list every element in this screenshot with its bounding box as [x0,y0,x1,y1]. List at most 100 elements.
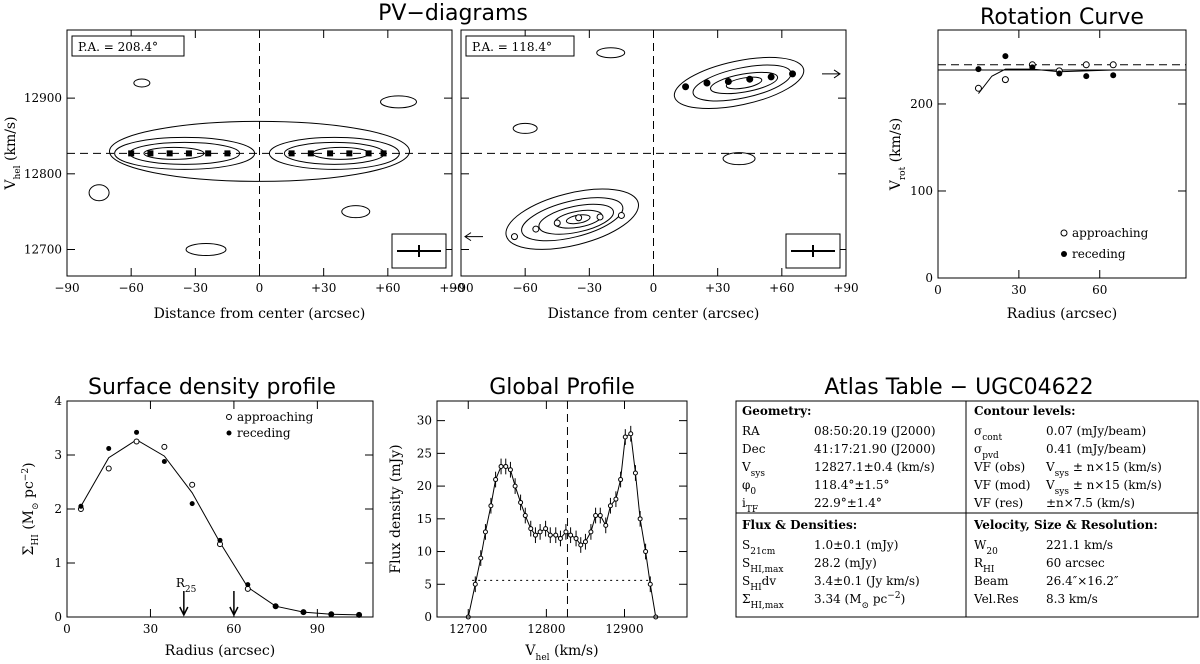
atlas-geometry-key: Vsys [741,460,765,479]
flux-point [593,513,599,519]
approaching-point [133,438,140,445]
text-span: −2 [887,591,900,601]
global-profile-title: Global Profile [489,375,635,400]
text-span: 3.4±0.1 (Jy km/s) [814,574,920,588]
legend-approaching: approaching [1072,226,1149,240]
flux-point [543,526,549,532]
text-span: φ [742,478,750,492]
text-span: VF (mod) [973,478,1030,492]
flux-point [482,529,488,535]
text-span: HI [983,565,995,575]
text-span: 3.34 (M [814,592,862,606]
receding-point [1029,64,1036,71]
flux-point [573,535,579,541]
text-span: 28.2 (mJy) [814,556,877,570]
approaching-point [105,465,112,472]
x-tick-label: 0 [256,281,264,295]
atlas-contours-value: 0.41 (mJy/beam) [1046,442,1146,456]
x-tick-label: 30 [143,622,158,636]
rotation-chart: 0 30 60 0 100 200 approaching receding Radius (a… [888,30,1186,322]
sd-ylabel: ΣHI (M⊙ pc−2) [21,462,41,555]
y-tick-label: 4 [54,394,62,408]
y-tick-label: 12800 [24,167,62,181]
receding-point [106,446,112,452]
text-span: Σ [21,546,37,556]
atlas-flux-key: SHI,max [742,556,783,575]
atlas-velocity-key: Vel.Res [973,592,1019,606]
rotation-curve [978,68,1114,94]
y-tick-label: 100 [910,184,933,198]
arrow-left-icon [464,232,483,242]
approaching-point [1109,61,1117,69]
pv-point [147,150,154,157]
atlas-flux-value: 3.4±0.1 (Jy km/s) [814,574,920,588]
r25-label: R25 [176,576,197,595]
text-span: 0.07 (mJy/beam) [1046,424,1146,438]
atlas-velocity-heading: Velocity, Size & Resolution: [973,518,1158,532]
flux-point [512,483,518,489]
atlas-flux-key: S21cm [742,538,776,557]
pa-label-box [71,35,185,57]
x-tick-label: 0 [934,283,942,297]
contour [88,184,110,202]
pv-point [128,150,135,157]
text-span: 08:50:20.19 (J2000) [814,424,936,438]
text-span: RA [742,424,760,438]
flux-point [522,513,528,519]
atlas-frame [735,400,1199,618]
x-tick-label: +60 [769,281,794,295]
contour [109,120,410,182]
flux-point [518,499,524,505]
pv-point [365,150,372,157]
text-span: ) [901,592,906,606]
text-span: R [974,556,984,570]
receding-point [356,612,362,618]
y-tick-label: 3 [54,448,62,462]
atlas-geometry-value: 08:50:20.19 (J2000) [814,424,936,438]
radius-arrow-icon [179,591,189,617]
flux-point [632,470,638,476]
atlas-geometry: Geometry: RA 08:50:20.19 (J2000) Dec 41:17:2… [741,404,936,515]
atlas-flux-heading: Flux & Densities: [742,518,857,532]
text-span: cont [982,433,1002,443]
atlas-geometry-key: iTF [742,496,758,515]
text-span: Σ [742,592,750,606]
receding-point [273,603,279,609]
flux-point [578,542,584,548]
flux-point [618,477,624,483]
approaching-point [1001,76,1009,84]
pv-point [380,150,387,157]
pv2-frame [460,29,847,277]
x-tick-label: 12800 [527,622,565,636]
text-span: 21cm [750,547,775,557]
text-span: 221.1 km/s [1046,538,1113,552]
text-span: 0 [750,487,756,497]
pv-point [510,233,518,241]
receding-point [328,611,334,617]
y-tick-label: 0 [54,610,62,624]
text-span: −2 [21,468,31,481]
text-span: TF [746,505,758,515]
pv-point [617,211,625,219]
pv-point [532,225,540,233]
pa-label: P.A. = 208.4° [78,40,158,54]
contour [512,122,538,134]
atlas-velocity-value: 26.4″×16.2″ [1046,574,1119,588]
y-tick-label: 0 [424,610,432,624]
flux-point [643,549,649,555]
text-span: ⊙ [31,502,41,510]
pv-xlabel: Distance from center (arcsec) [154,306,366,322]
flux-point [493,477,499,483]
atlas-contours-value: Vsys ± n×15 (km/s) [1045,478,1162,497]
text-span: σ [974,442,982,456]
x-tick-label: −30 [183,281,208,295]
flux-point [647,581,653,587]
atlas-flux-value: 3.34 (M⊙ pc−2) [814,591,905,611]
pv-point [307,150,314,157]
x-tick-label: +60 [375,281,400,295]
atlas-contours-value: ±n×7.5 (km/s) [1046,496,1135,510]
text-span: V [524,643,536,659]
contour [505,188,640,250]
receding-point [975,66,982,73]
pv-point [724,77,732,85]
